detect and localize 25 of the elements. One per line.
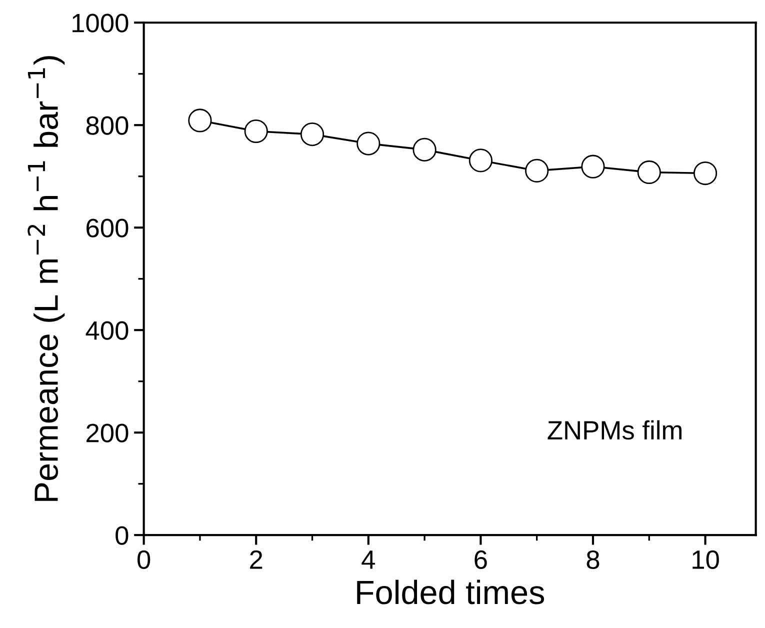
y-tick-label: 800 xyxy=(86,116,128,135)
point xyxy=(412,138,436,162)
point xyxy=(300,122,324,146)
x-tick-label: 8 xyxy=(586,550,600,570)
point xyxy=(468,148,493,172)
x-axis-title: Folded times xyxy=(357,580,544,604)
point xyxy=(188,108,212,132)
y-tick-label: 400 xyxy=(86,321,128,340)
x-tick-label: 0 xyxy=(138,550,150,570)
y-tick-label: 600 xyxy=(86,218,128,238)
y-tick-label: 0 xyxy=(116,526,128,545)
point xyxy=(525,158,549,183)
y-tick-label: 200 xyxy=(86,424,128,442)
y-axis-title: Permeance (L m$^{−2}$ h$^{−1}$ bar$^{−1}$) xyxy=(28,56,65,501)
y-tick-label: 1000 xyxy=(72,14,128,32)
x-tick-label: 6 xyxy=(474,550,487,570)
point xyxy=(693,161,718,186)
x-tick-label: 4 xyxy=(362,550,375,569)
point xyxy=(581,154,605,178)
annotation: ZNPMs film xyxy=(548,420,682,440)
point xyxy=(637,160,661,184)
point xyxy=(244,119,268,144)
x-tick-label: 2 xyxy=(250,550,262,569)
x-tick-label: 10 xyxy=(692,550,719,570)
point xyxy=(356,132,380,156)
